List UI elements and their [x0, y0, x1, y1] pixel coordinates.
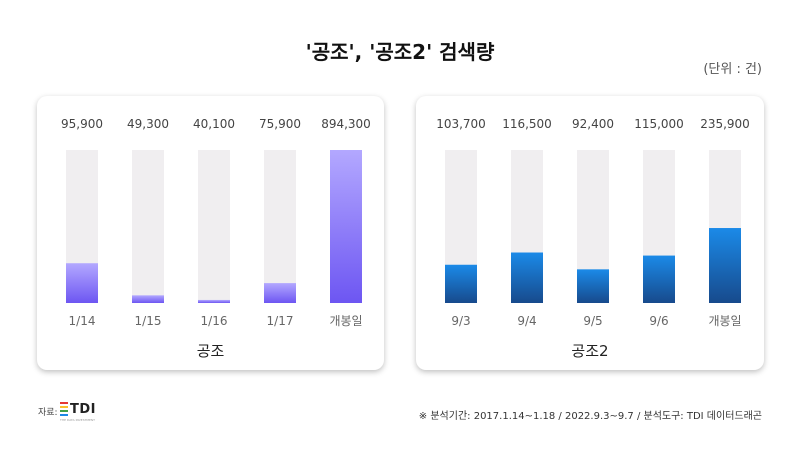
- x-tick-label: 9/6: [649, 314, 668, 328]
- x-tick-label: 9/3: [451, 314, 470, 328]
- data-label: 40,100: [193, 117, 235, 131]
- x-tick-label: 1/14: [69, 314, 96, 328]
- logo-stripes-icon: [60, 401, 68, 417]
- bar-1/14: [66, 263, 98, 303]
- logo-stripe: [60, 410, 68, 412]
- bar-track: [132, 150, 164, 303]
- data-label: 115,000: [634, 117, 684, 131]
- logo-stripe: [60, 414, 68, 416]
- x-tick-label: 개봉일: [329, 314, 362, 328]
- x-tick-label: 1/17: [267, 314, 294, 328]
- logo-text: TDI: [70, 401, 96, 417]
- data-label: 49,300: [127, 117, 169, 131]
- tdi-logo: TDI THE DATA INVESTMENT: [60, 401, 96, 422]
- x-tick-label: 1/16: [201, 314, 228, 328]
- bar-track: [264, 150, 296, 303]
- bar-9/3: [445, 264, 477, 303]
- bar-chart-right: 103,700 9/3 116,500 9/4 92,400 9/5 115,000 9/6 2…: [436, 117, 750, 328]
- chart-title: '공조', '공조2' 검색량: [305, 40, 495, 64]
- bar-9/4: [511, 252, 543, 303]
- x-tick-label: 1/15: [135, 314, 162, 328]
- bar-track: [198, 150, 230, 303]
- data-label: 92,400: [572, 117, 614, 131]
- analysis-footnote: ※ 분석기간: 2017.1.14~1.18 / 2022.9.3~9.7 / …: [418, 411, 762, 422]
- panel-title-right: 공조2: [571, 342, 609, 360]
- bar-9/5: [577, 269, 609, 303]
- bar-chart-left: 95,900 1/14 49,300 1/15 40,100 1/16 75,900 1/17…: [61, 117, 371, 328]
- x-tick-label: 9/5: [583, 314, 602, 328]
- bar-개봉일: [709, 228, 741, 303]
- data-label: 894,300: [321, 117, 371, 131]
- data-label: 75,900: [259, 117, 301, 131]
- source-label: 자료:: [38, 408, 58, 418]
- logo-subtext: THE DATA INVESTMENT: [60, 418, 95, 422]
- logo-stripe: [60, 406, 68, 408]
- data-label: 116,500: [502, 117, 552, 131]
- panel-title-left: 공조: [196, 342, 225, 360]
- unit-label: (단위 : 건): [703, 62, 762, 77]
- bar-개봉일: [330, 150, 362, 303]
- bar-1/15: [132, 295, 164, 303]
- data-label: 103,700: [436, 117, 486, 131]
- x-tick-label: 9/4: [517, 314, 536, 328]
- bar-1/17: [264, 283, 296, 303]
- data-label: 95,900: [61, 117, 103, 131]
- logo-stripe: [60, 402, 68, 404]
- chart-panel-left: 95,900 1/14 49,300 1/15 40,100 1/16 75,900 1/17…: [37, 96, 384, 370]
- data-label: 235,900: [700, 117, 750, 131]
- bar-9/6: [643, 255, 675, 303]
- bar-1/16: [198, 299, 230, 303]
- x-tick-label: 개봉일: [708, 314, 741, 328]
- chart-panel-right: 103,700 9/3 116,500 9/4 92,400 9/5 115,000 9/6 2…: [416, 96, 764, 370]
